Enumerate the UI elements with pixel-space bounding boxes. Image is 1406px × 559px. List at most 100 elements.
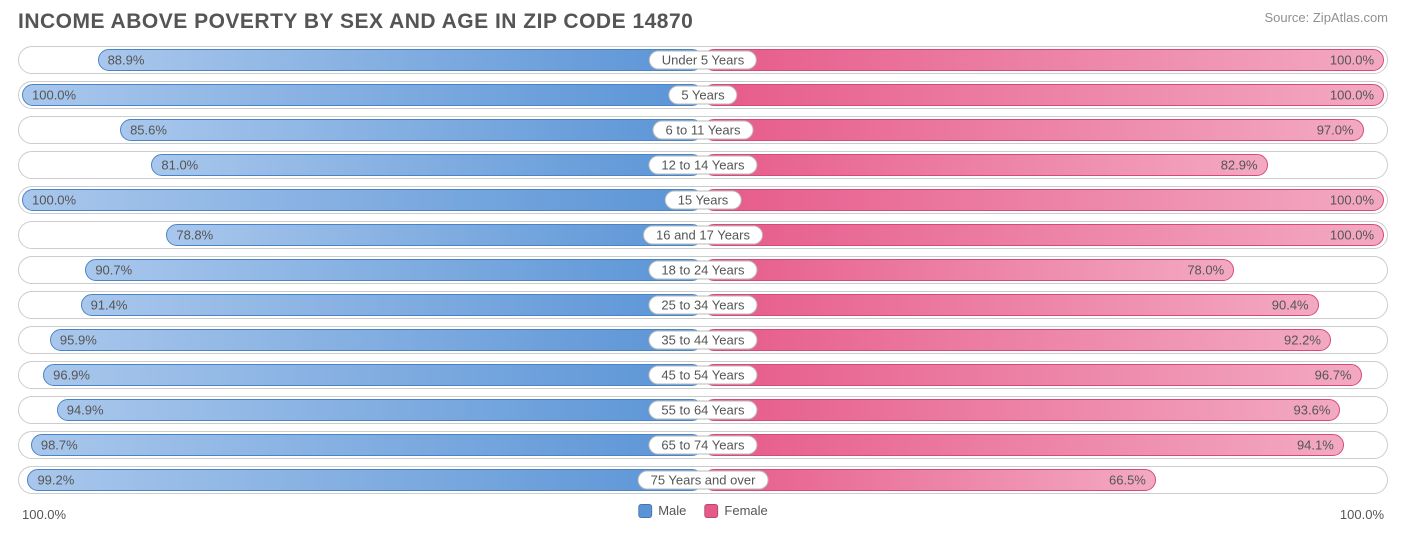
male-swatch-icon (638, 504, 652, 518)
category-label: 25 to 34 Years (648, 296, 757, 315)
male-bar (85, 259, 703, 281)
chart-row: 91.4% 90.4% 25 to 34 Years (18, 291, 1388, 319)
male-value-label: 81.0% (161, 158, 198, 173)
male-value-label: 98.7% (41, 438, 78, 453)
female-half: 100.0% (703, 189, 1384, 211)
male-value-label: 96.9% (53, 368, 90, 383)
female-half: 66.5% (703, 469, 1384, 491)
chart-row: 95.9%92.2%35 to 44 Years (18, 326, 1388, 354)
female-value-label: 90.4% (1272, 298, 1309, 313)
male-value-label: 94.9% (67, 403, 104, 418)
legend-male-label: Male (658, 503, 686, 518)
male-value-label: 100.0% (32, 88, 76, 103)
male-value-label: 100.0% (32, 193, 76, 208)
chart-footer: 100.0% Male Female 100.0% (18, 501, 1388, 541)
category-label: 55 to 64 Years (648, 401, 757, 420)
female-bar (703, 399, 1340, 421)
male-half: 99.2% (22, 469, 703, 491)
female-half: 97.0% (703, 119, 1384, 141)
axis-label-left: 100.0% (22, 507, 66, 522)
male-bar (120, 119, 703, 141)
chart-row: 94.9% 93.6% 55 to 64 Years (18, 396, 1388, 424)
female-bar (703, 434, 1344, 456)
female-half: 94.1% (703, 434, 1384, 456)
category-label: 75 Years and over (638, 471, 769, 490)
chart-row: 100.0%100.0%5 Years (18, 81, 1388, 109)
female-bar (703, 189, 1384, 211)
female-bar (703, 294, 1319, 316)
category-label: 45 to 54 Years (648, 366, 757, 385)
chart-row: 78.8% 100.0% 16 and 17 Years (18, 221, 1388, 249)
male-bar (50, 329, 703, 351)
female-bar (703, 84, 1384, 106)
female-value-label: 82.9% (1221, 158, 1258, 173)
category-label: 16 and 17 Years (643, 226, 763, 245)
male-half: 85.6% (22, 119, 703, 141)
category-label: 12 to 14 Years (648, 156, 757, 175)
female-half: 82.9% (703, 154, 1384, 176)
category-label: 18 to 24 Years (648, 261, 757, 280)
male-value-label: 99.2% (37, 473, 74, 488)
male-bar (27, 469, 703, 491)
legend: Male Female (638, 503, 768, 518)
female-value-label: 93.6% (1294, 403, 1331, 418)
male-bar (31, 434, 703, 456)
chart-row: 100.0% 100.0% 15 Years (18, 186, 1388, 214)
female-bar (703, 469, 1156, 491)
female-value-label: 66.5% (1109, 473, 1146, 488)
female-bar (703, 154, 1268, 176)
female-value-label: 97.0% (1317, 123, 1354, 138)
chart-row: 88.9% 100.0% Under 5 Years (18, 46, 1388, 74)
chart-row: 81.0% 82.9% 12 to 14 Years (18, 151, 1388, 179)
chart-row: 98.7% 94.1% 65 to 74 Years (18, 431, 1388, 459)
female-bar (703, 224, 1384, 246)
male-half: 91.4% (22, 294, 703, 316)
male-value-label: 91.4% (91, 298, 128, 313)
chart-row: 85.6% 97.0% 6 to 11 Years (18, 116, 1388, 144)
male-bar (166, 224, 703, 246)
male-half: 88.9% (22, 49, 703, 71)
male-half: 95.9% (22, 329, 703, 351)
male-half: 100.0% (22, 84, 703, 106)
chart-row: 90.7% 78.0%18 to 24 Years (18, 256, 1388, 284)
male-value-label: 90.7% (95, 263, 132, 278)
chart-header: INCOME ABOVE POVERTY BY SEX AND AGE IN Z… (18, 10, 1388, 34)
female-half: 100.0% (703, 49, 1384, 71)
male-bar (22, 84, 703, 106)
female-bar (703, 329, 1331, 351)
chart-row: 99.2% 66.5% 75 Years and over (18, 466, 1388, 494)
male-bar (98, 49, 703, 71)
female-value-label: 92.2% (1284, 333, 1321, 348)
male-half: 78.8% (22, 224, 703, 246)
female-value-label: 100.0% (1330, 53, 1374, 68)
male-bar (22, 189, 703, 211)
male-half: 81.0% (22, 154, 703, 176)
female-half: 90.4% (703, 294, 1384, 316)
diverging-bar-chart: 88.9%100.0%Under 5 Years100.0%100.0%5 Ye… (18, 46, 1388, 494)
legend-item-female: Female (704, 503, 767, 518)
chart-title: INCOME ABOVE POVERTY BY SEX AND AGE IN Z… (18, 10, 693, 34)
male-bar (81, 294, 703, 316)
category-label: 65 to 74 Years (648, 436, 757, 455)
female-swatch-icon (704, 504, 718, 518)
male-bar (43, 364, 703, 386)
female-bar (703, 49, 1384, 71)
category-label: 15 Years (665, 191, 742, 210)
male-value-label: 78.8% (176, 228, 213, 243)
male-half: 98.7% (22, 434, 703, 456)
female-bar (703, 364, 1362, 386)
female-bar (703, 259, 1234, 281)
female-bar (703, 119, 1364, 141)
female-value-label: 100.0% (1330, 193, 1374, 208)
female-half: 96.7% (703, 364, 1384, 386)
female-half: 100.0% (703, 84, 1384, 106)
female-half: 78.0% (703, 259, 1384, 281)
category-label: 6 to 11 Years (653, 121, 754, 140)
female-value-label: 100.0% (1330, 228, 1374, 243)
female-half: 93.6% (703, 399, 1384, 421)
female-value-label: 94.1% (1297, 438, 1334, 453)
male-half: 96.9% (22, 364, 703, 386)
category-label: Under 5 Years (649, 51, 757, 70)
male-bar (57, 399, 703, 421)
female-value-label: 96.7% (1315, 368, 1352, 383)
